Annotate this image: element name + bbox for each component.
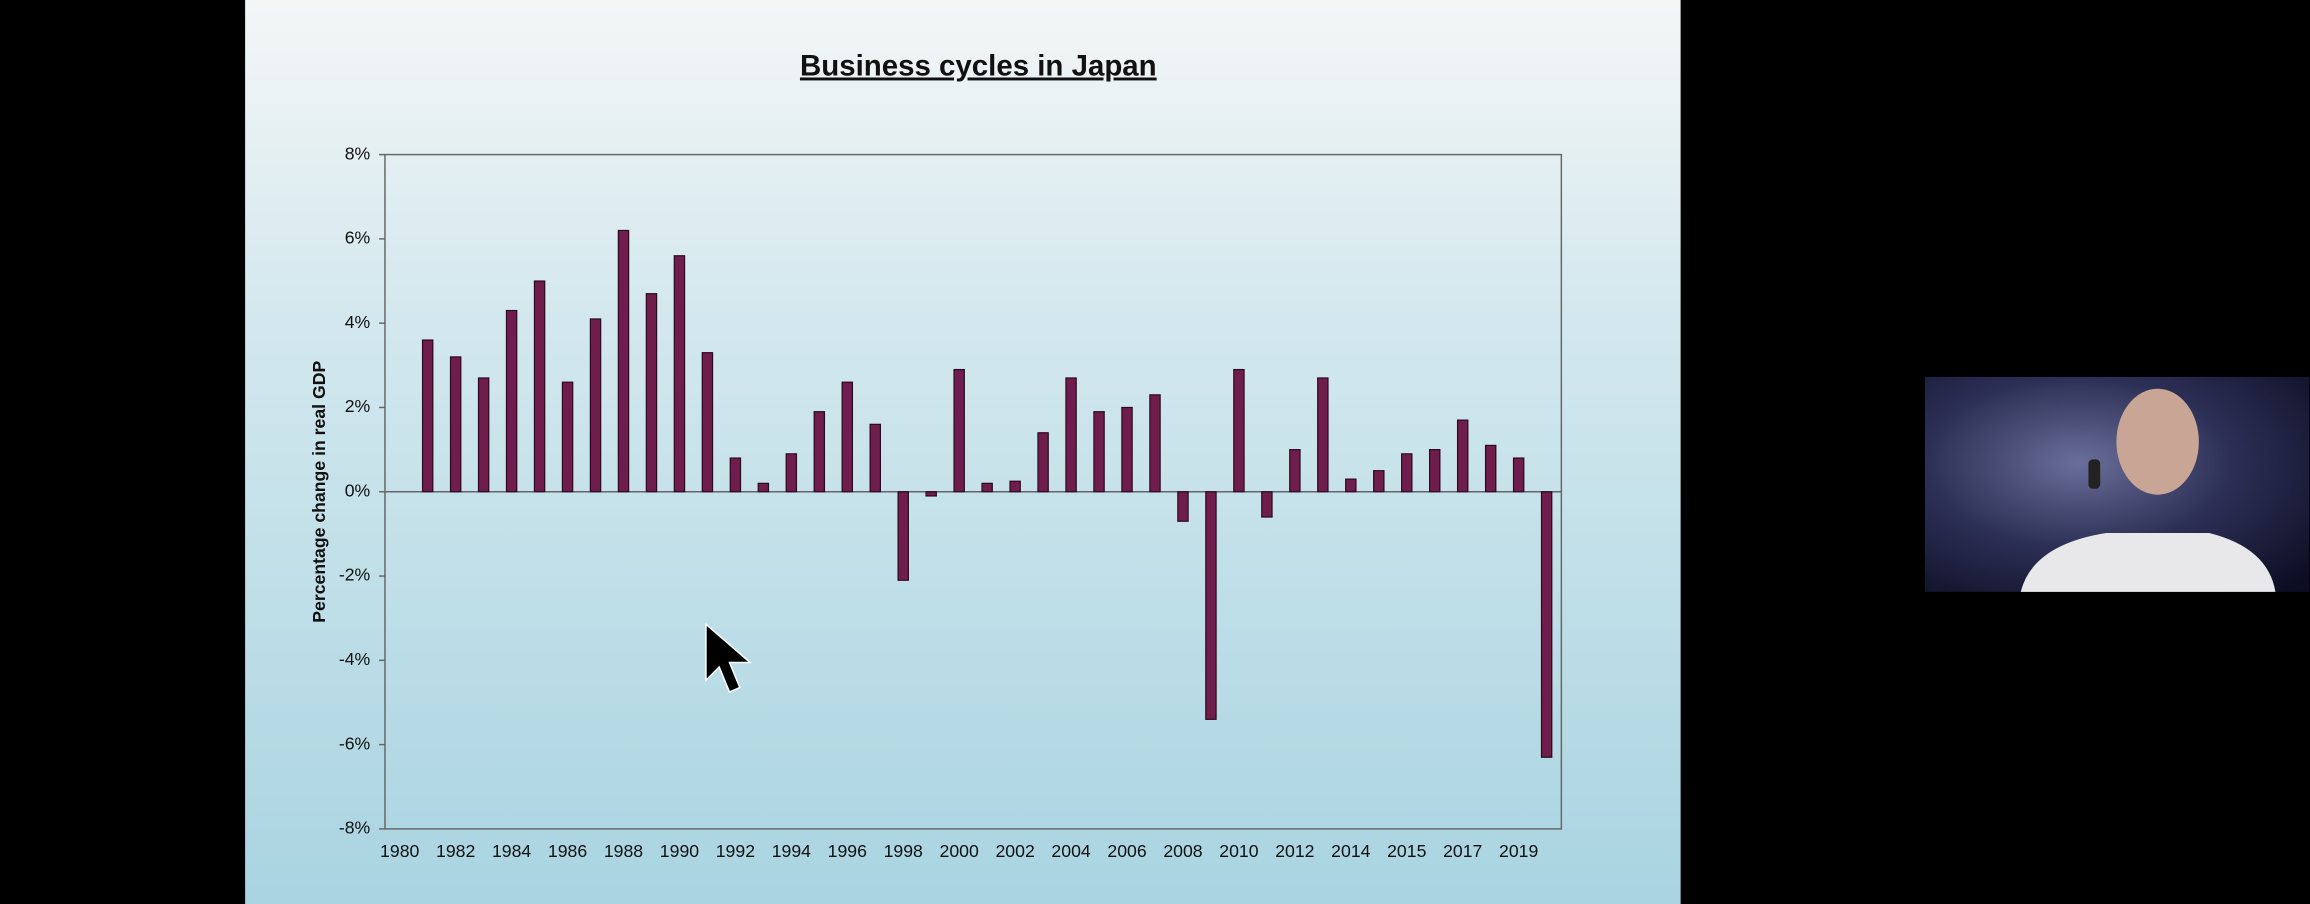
bar: [925, 491, 937, 497]
y-tick-label: -8%: [339, 818, 371, 838]
bar: [869, 423, 882, 493]
y-axis-label: Percentage change in real GDP: [309, 361, 329, 623]
y-tick-label: -6%: [339, 733, 371, 753]
bar: [1401, 453, 1413, 493]
x-tick-label: 2015: [1387, 841, 1426, 861]
y-tick-label: 0%: [345, 480, 371, 500]
bar: [841, 381, 854, 493]
bar: [1484, 444, 1497, 493]
bar: [673, 255, 686, 493]
y-tick-label: 8%: [345, 143, 371, 163]
x-tick-label: 1998: [884, 841, 923, 861]
bar: [617, 229, 630, 493]
bar: [1205, 491, 1217, 720]
bar: [757, 482, 770, 493]
x-tick-label: 1980: [380, 841, 419, 861]
bar: [1345, 478, 1357, 493]
x-tick-label: 2017: [1443, 841, 1482, 861]
bar: [785, 453, 798, 493]
x-tick-label: 1988: [604, 841, 643, 861]
bar: [981, 482, 993, 493]
y-tick-label: -2%: [339, 565, 371, 585]
x-tick-label: 1986: [548, 841, 587, 861]
x-tick-label: 2014: [1331, 841, 1370, 861]
cursor: [705, 622, 753, 693]
y-tick-label: -4%: [339, 649, 371, 669]
bar: [1261, 491, 1273, 518]
bar: [701, 352, 714, 493]
bar: [477, 377, 490, 493]
chart-title: Business cycles in Japan: [800, 50, 1157, 83]
bar: [1428, 449, 1441, 493]
x-tick-label: 2004: [1051, 841, 1090, 861]
bar: [953, 368, 965, 493]
bar: [1121, 406, 1133, 493]
x-tick-label: 1992: [716, 841, 755, 861]
bar: [1065, 377, 1077, 493]
x-tick-label: 2019: [1499, 841, 1538, 861]
bar: [645, 293, 658, 493]
y-tick-label: 4%: [345, 312, 371, 332]
bar: [1512, 457, 1525, 493]
bar: [505, 309, 518, 493]
bar: [1317, 377, 1329, 493]
bar: [1233, 368, 1245, 493]
bar: [1009, 480, 1021, 493]
bar: [813, 411, 826, 493]
x-tick-label: 2006: [1107, 841, 1146, 861]
y-tick-label: 6%: [345, 228, 371, 248]
x-tick-label: 1996: [828, 841, 867, 861]
bar: [897, 491, 909, 581]
x-tick-label: 2002: [995, 841, 1034, 861]
bar: [1177, 491, 1189, 522]
x-tick-label: 2010: [1219, 841, 1258, 861]
bar: [1149, 394, 1161, 493]
bar: [449, 356, 462, 493]
x-tick-label: 1990: [660, 841, 699, 861]
bar: [561, 381, 574, 493]
bar: [589, 318, 602, 493]
bar: [1373, 470, 1385, 493]
bar: [1289, 449, 1301, 493]
x-tick-label: 1984: [492, 841, 531, 861]
x-tick-label: 2000: [940, 841, 979, 861]
bar: [1456, 419, 1469, 493]
x-tick-label: 1994: [772, 841, 811, 861]
webcam: [1925, 376, 2310, 592]
x-tick-label: 2008: [1163, 841, 1202, 861]
x-tick-label: 2012: [1275, 841, 1314, 861]
bar: [729, 457, 742, 493]
bar: [1540, 491, 1553, 758]
bar: [1037, 432, 1049, 493]
x-tick-label: 1982: [436, 841, 475, 861]
bar: [421, 339, 434, 493]
bar: [533, 280, 546, 493]
y-tick-label: 2%: [345, 396, 371, 416]
bar: [1093, 411, 1105, 493]
